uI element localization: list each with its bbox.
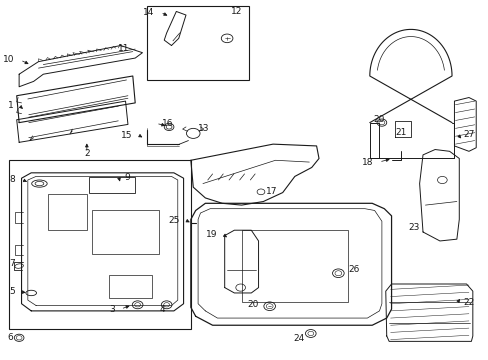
- Bar: [108, 275, 152, 298]
- Text: 25: 25: [168, 216, 180, 225]
- Text: 18: 18: [361, 158, 372, 167]
- Text: 1: 1: [7, 101, 13, 110]
- Text: 19: 19: [205, 230, 217, 239]
- Bar: [91, 211, 159, 253]
- Text: 24: 24: [293, 334, 304, 343]
- Text: 11: 11: [118, 44, 129, 53]
- Text: 13: 13: [198, 123, 209, 132]
- Text: 4: 4: [159, 305, 164, 314]
- Bar: [147, 6, 248, 80]
- Text: 12: 12: [230, 7, 242, 16]
- Text: 26: 26: [347, 265, 359, 274]
- Text: 2: 2: [84, 149, 89, 158]
- Text: 10: 10: [3, 55, 14, 64]
- Text: 15: 15: [121, 131, 133, 140]
- Text: 17: 17: [265, 187, 277, 196]
- Bar: [241, 230, 347, 302]
- Text: 22: 22: [462, 298, 473, 307]
- Text: 6: 6: [7, 333, 13, 342]
- Bar: [89, 177, 135, 193]
- Bar: [48, 194, 87, 230]
- Text: 14: 14: [143, 8, 154, 17]
- Bar: [9, 160, 190, 329]
- Text: 9: 9: [124, 173, 130, 182]
- Text: 27: 27: [462, 130, 473, 139]
- Text: 8: 8: [9, 175, 15, 184]
- Text: 20: 20: [372, 115, 384, 124]
- Text: 16: 16: [162, 119, 173, 128]
- Text: 23: 23: [407, 223, 419, 232]
- Text: 21: 21: [395, 128, 406, 137]
- Text: 3: 3: [109, 305, 115, 314]
- Text: 5: 5: [9, 287, 15, 296]
- Text: 7: 7: [9, 259, 15, 268]
- Text: 20: 20: [247, 300, 259, 309]
